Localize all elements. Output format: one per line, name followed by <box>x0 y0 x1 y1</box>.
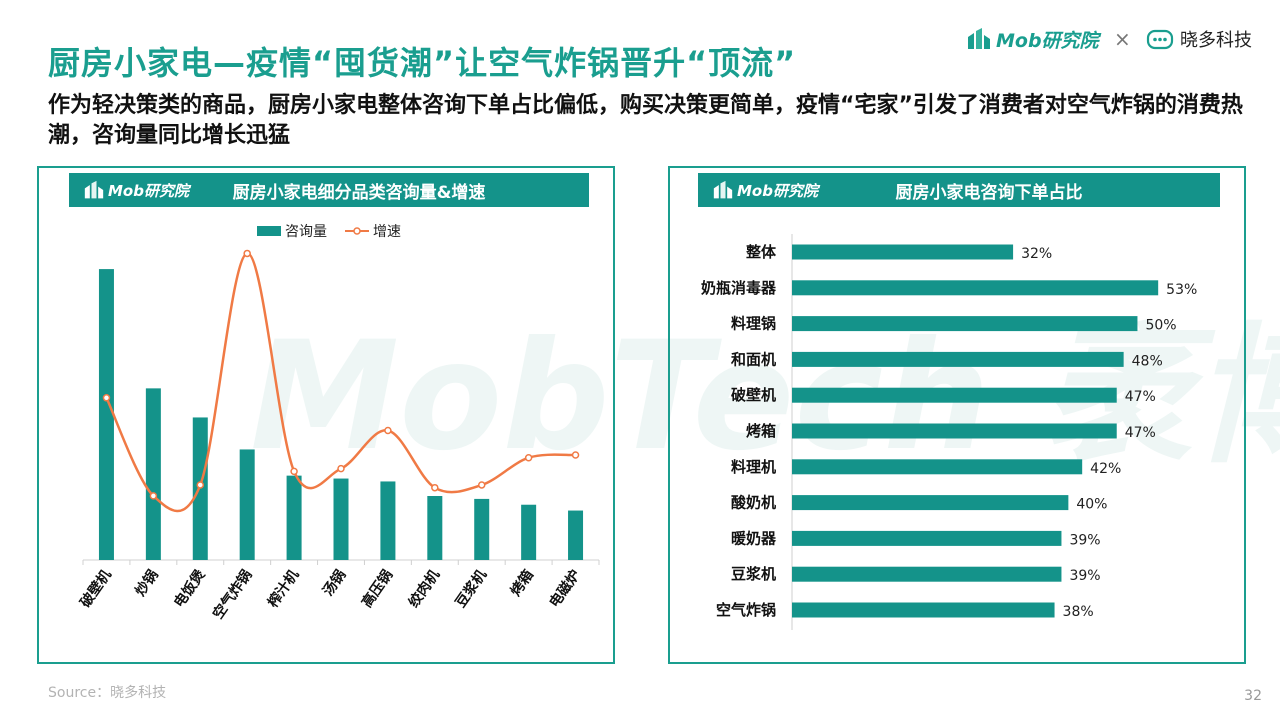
growth-point <box>524 453 533 462</box>
y-tick-label: 破壁机 <box>731 386 776 404</box>
x-tick-label: 炒锅 <box>132 567 161 599</box>
growth-point <box>290 467 298 476</box>
bar-order-ratio <box>792 566 1062 582</box>
bar-order-ratio <box>792 387 1117 403</box>
y-tick-label: 空气炸锅 <box>716 601 776 619</box>
order-ratio-chart: 整体 32% 奶瓶消毒器 53% 料理锅 50% 和面机 48% 破壁机 47% 烤箱 47% 料理机 4… <box>701 234 1197 630</box>
bar-volume <box>521 504 537 560</box>
x-tick-label: 高压锅 <box>358 567 396 611</box>
bar-value-label: 38% <box>1063 604 1094 620</box>
right-panel-title: 厨房小家电咨询下单占比 <box>895 182 1083 203</box>
growth-point <box>337 464 345 473</box>
bar-value-label: 42% <box>1090 461 1121 477</box>
bar-volume <box>380 481 396 560</box>
x-tick-label: 汤锅 <box>320 567 349 599</box>
bar-order-ratio <box>792 316 1138 332</box>
source-note: Source：晓多科技 <box>48 685 167 701</box>
left-panel-header: Mob研究院 厨房小家电细分品类咨询量&增速 <box>69 173 589 207</box>
x-tick-label: 电饭煲 <box>171 566 210 611</box>
y-tick-label: 料理锅 <box>731 315 776 333</box>
xiaoduo-logo-icon <box>1146 29 1174 50</box>
y-tick-label: 和面机 <box>731 350 776 368</box>
bar-value-label: 53% <box>1166 282 1197 298</box>
bar-volume <box>427 496 443 560</box>
x-tick-label: 绞肉机 <box>405 567 443 611</box>
growth-point <box>431 483 439 492</box>
growth-line <box>105 252 576 513</box>
bar-order-ratio <box>792 495 1069 511</box>
page-number: 32 <box>1244 688 1262 704</box>
y-tick-label: 料理机 <box>731 458 776 476</box>
y-tick-label: 奶瓶消毒器 <box>701 279 777 297</box>
mob-brand: Mob研究院 <box>966 24 1099 54</box>
growth-point <box>102 394 111 402</box>
y-tick-label: 整体 <box>746 243 777 261</box>
bar-order-ratio <box>792 602 1055 618</box>
left-chart-panel: Mob研究院 厨房小家电细分品类咨询量&增速 咨询量 增速破壁机 炒锅 电饭煲 空气炸锅… <box>37 166 615 664</box>
legend-label-volume: 咨询量 <box>285 224 327 240</box>
bar-order-ratio <box>792 423 1117 439</box>
legend-marker-growth <box>353 227 361 235</box>
left-panel-logo: Mob研究院 <box>83 180 189 201</box>
growth-point <box>243 249 251 258</box>
growth-point <box>571 451 580 459</box>
x-tick-label: 烤箱 <box>507 567 537 600</box>
left-panel-logo-label: Mob研究院 <box>108 181 189 200</box>
growth-point <box>149 492 158 500</box>
y-tick-label: 豆浆机 <box>731 565 776 583</box>
x-tick-label: 破壁机 <box>77 567 115 611</box>
mob-logo-icon <box>713 180 733 199</box>
page-subtitle: 作为轻决策类的商品，厨房小家电整体咨询下单占比偏低，购买决策更简单，疫情“宅家”… <box>48 93 1243 148</box>
left-panel-title: 厨房小家电细分品类咨询量&增速 <box>232 182 486 203</box>
bar-value-label: 47% <box>1125 425 1156 441</box>
bar-volume <box>568 510 584 560</box>
right-panel-header: Mob研究院 厨房小家电咨询下单占比 <box>698 173 1220 207</box>
bar-value-label: 48% <box>1132 353 1163 369</box>
growth-point <box>196 481 205 489</box>
brand-separator: × <box>1114 27 1131 51</box>
growth-point <box>477 481 486 489</box>
right-chart-panel: Mob研究院 厨房小家电咨询下单占比 整体 32% 奶瓶消毒器 53% 料理锅 50% 和面… <box>668 166 1246 664</box>
bar-value-label: 39% <box>1069 568 1100 584</box>
y-tick-label: 烤箱 <box>746 422 776 440</box>
x-tick-label: 榨汁机 <box>264 567 303 612</box>
bar-volume <box>98 269 114 560</box>
y-tick-label: 酸奶机 <box>731 494 776 512</box>
y-tick-label: 暖奶器 <box>731 529 777 547</box>
growth-point <box>384 426 392 435</box>
legend-swatch-volume <box>257 226 281 236</box>
mob-brand-label: Mob研究院 <box>996 29 1099 52</box>
bar-order-ratio <box>792 459 1083 475</box>
bar-volume <box>333 478 349 560</box>
bar-volume <box>145 388 161 560</box>
page-title: 厨房小家电—疫情“囤货潮”让空气炸锅晋升“顶流” <box>48 44 797 82</box>
x-tick-label: 空气炸锅 <box>209 567 255 623</box>
mob-logo-icon <box>968 28 990 49</box>
bar-order-ratio <box>792 351 1124 367</box>
bar-volume <box>239 449 255 560</box>
bar-volume <box>474 498 490 560</box>
bar-order-ratio <box>792 280 1159 296</box>
bar-order-ratio <box>792 530 1062 546</box>
bar-order-ratio <box>792 244 1014 260</box>
bar-volume <box>286 475 302 560</box>
bar-value-label: 32% <box>1021 246 1052 262</box>
right-panel-logo: Mob研究院 <box>712 180 818 201</box>
right-panel-logo-label: Mob研究院 <box>737 181 818 200</box>
bar-value-label: 47% <box>1125 389 1156 405</box>
x-tick-label: 电磁炉 <box>546 567 584 611</box>
xiaoduo-brand: 晓多科技 <box>1146 24 1252 54</box>
bar-volume <box>192 417 208 560</box>
bar-value-label: 40% <box>1076 497 1107 513</box>
bar-value-label: 50% <box>1145 318 1176 334</box>
legend-label-growth: 增速 <box>373 224 401 240</box>
xiaoduo-brand-label: 晓多科技 <box>1180 30 1252 51</box>
mob-logo-icon <box>84 180 104 199</box>
x-tick-label: 豆浆机 <box>452 567 490 611</box>
bar-value-label: 39% <box>1069 532 1100 548</box>
